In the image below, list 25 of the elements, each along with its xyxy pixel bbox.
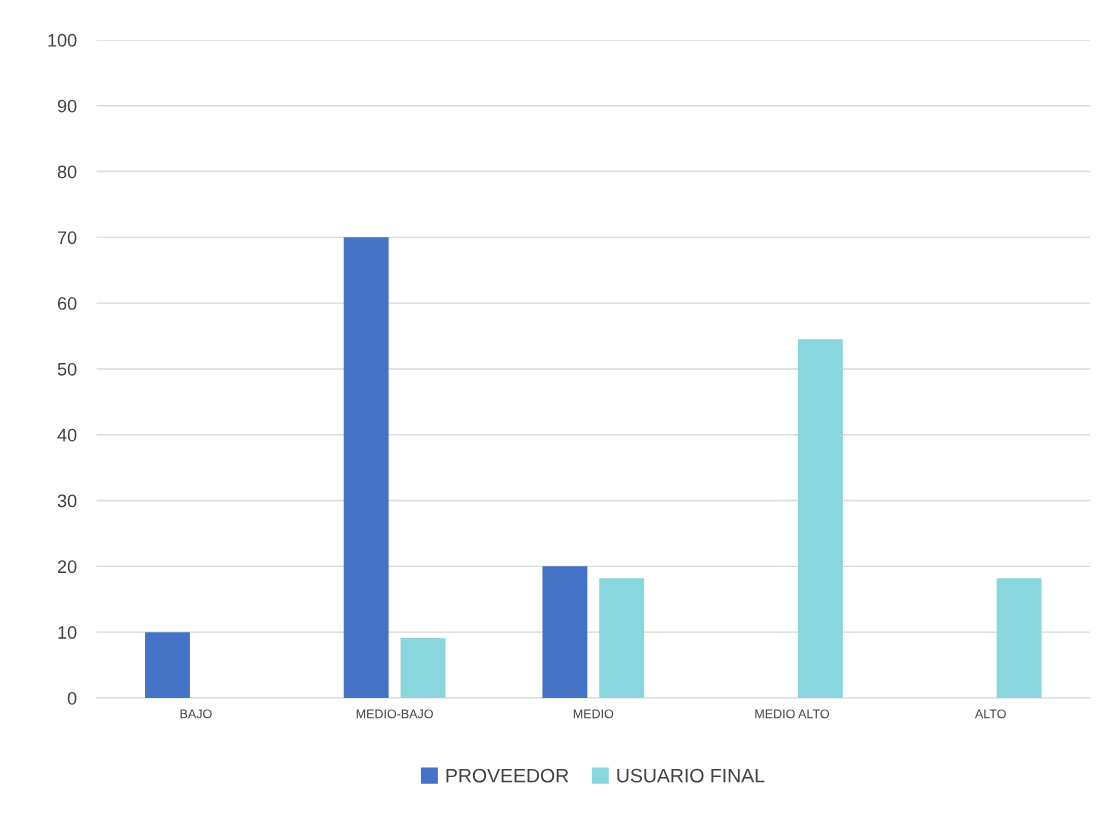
y-tick-label: 80 <box>57 165 77 179</box>
y-tick-label: 40 <box>57 428 77 442</box>
bar <box>400 638 446 698</box>
y-tick-label: 100 <box>48 33 77 47</box>
bar <box>996 578 1042 698</box>
legend-label: USUARIO FINAL <box>617 768 765 783</box>
x-tick-label: ALTO <box>974 709 1006 719</box>
bar <box>542 566 588 698</box>
x-tick-label: BAJO <box>180 709 212 719</box>
y-tick-label: 50 <box>57 362 77 376</box>
bar <box>797 339 843 698</box>
y-tick-label: 0 <box>67 691 77 705</box>
x-tick-label: MEDIO-BAJO <box>356 709 433 719</box>
x-tick-label: MEDIO ALTO <box>755 709 830 719</box>
y-tick-label: 90 <box>57 99 77 113</box>
y-tick-label: 20 <box>57 560 77 574</box>
legend-label: PROVEEDOR <box>446 768 569 783</box>
bar <box>599 578 645 698</box>
bar <box>343 237 389 698</box>
y-tick-label: 60 <box>57 297 77 310</box>
y-tick-label: 10 <box>58 626 77 639</box>
x-tick-label: MEDIO <box>573 709 614 719</box>
bar <box>145 632 190 698</box>
y-tick-label: 70 <box>57 231 77 245</box>
y-tick-label: 30 <box>57 494 77 508</box>
